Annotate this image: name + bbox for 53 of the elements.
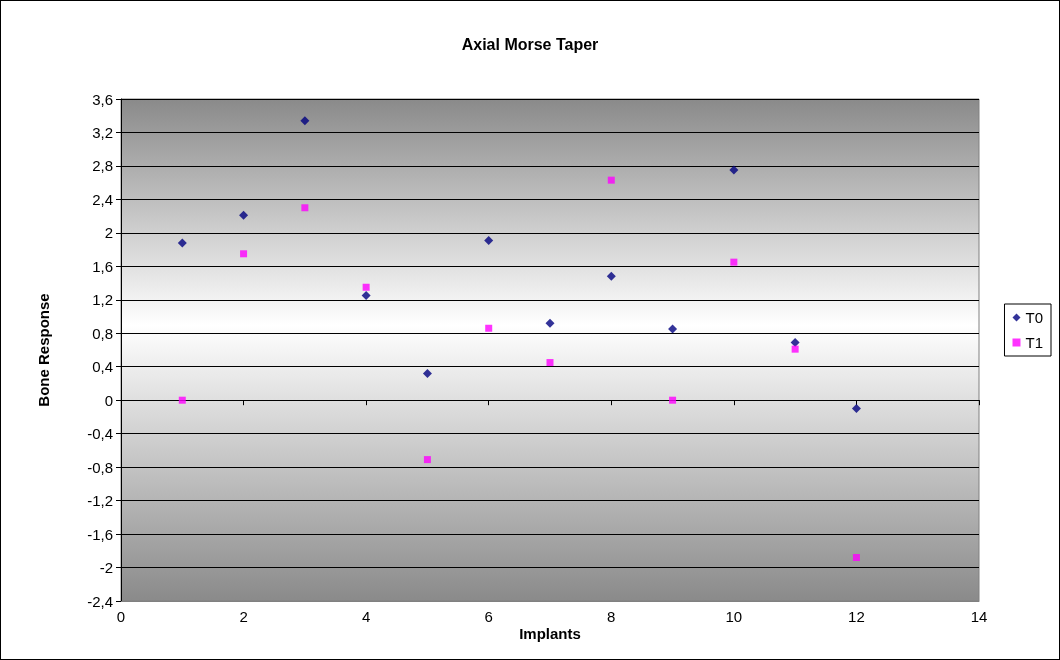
- y-tick-label: 0,4: [92, 358, 113, 376]
- x-tick-label: 10: [725, 608, 743, 625]
- y-tick-label: -2: [99, 559, 113, 577]
- x-tick-label: 0: [116, 608, 126, 625]
- point: [300, 116, 310, 126]
- point: [790, 337, 800, 347]
- x-tick-label: 8: [607, 608, 616, 625]
- y-tick-label: -1,6: [87, 525, 113, 543]
- point: [545, 318, 555, 328]
- x-tick-label: 6: [484, 608, 493, 625]
- y-axis-title: Bone Response: [35, 293, 52, 407]
- x-tick-label: 4: [361, 608, 371, 625]
- x-tick-label: 12: [848, 608, 865, 625]
- legend-label: T1: [1025, 334, 1044, 351]
- y-tick-label: 2: [104, 224, 113, 242]
- x-tick-label: 14: [970, 608, 988, 625]
- y-tick-label: 2,8: [92, 157, 113, 175]
- point: [301, 204, 309, 212]
- y-tick-label: 0,8: [92, 324, 113, 342]
- point: [423, 456, 431, 464]
- y-tick-label: -0,8: [87, 458, 113, 476]
- point: [606, 271, 616, 281]
- y-tick-label: 1,2: [92, 291, 113, 309]
- point: [669, 396, 677, 404]
- point: [668, 324, 678, 334]
- point: [362, 283, 370, 291]
- point: [240, 250, 248, 258]
- x-tick-label: 2: [239, 608, 248, 625]
- point: [361, 291, 371, 301]
- x-axis-title: Implants: [519, 625, 581, 642]
- point: [422, 368, 432, 378]
- y-tick-label: 3,6: [92, 90, 113, 108]
- point: [607, 176, 615, 184]
- y-tick-label: 1,6: [92, 257, 113, 275]
- point: [177, 238, 187, 248]
- point: [484, 235, 494, 245]
- y-tick-label: -0,4: [87, 425, 113, 443]
- y-tick-label: 3,2: [92, 123, 113, 141]
- y-tick-label: 2,4: [92, 190, 113, 208]
- y-tick-label: -1,2: [87, 492, 113, 510]
- point: [239, 210, 249, 220]
- point: [851, 404, 861, 414]
- point: [729, 165, 739, 175]
- y-tick-label: 0: [104, 391, 113, 409]
- point: [178, 396, 186, 404]
- legend-label: T0: [1025, 309, 1044, 326]
- point: [730, 258, 738, 266]
- point: [852, 553, 860, 561]
- point: [485, 324, 493, 332]
- point: [791, 345, 799, 353]
- chart-title: Axial Morse Taper: [461, 35, 599, 53]
- point: [546, 359, 554, 367]
- y-tick-label: -2,4: [87, 592, 113, 610]
